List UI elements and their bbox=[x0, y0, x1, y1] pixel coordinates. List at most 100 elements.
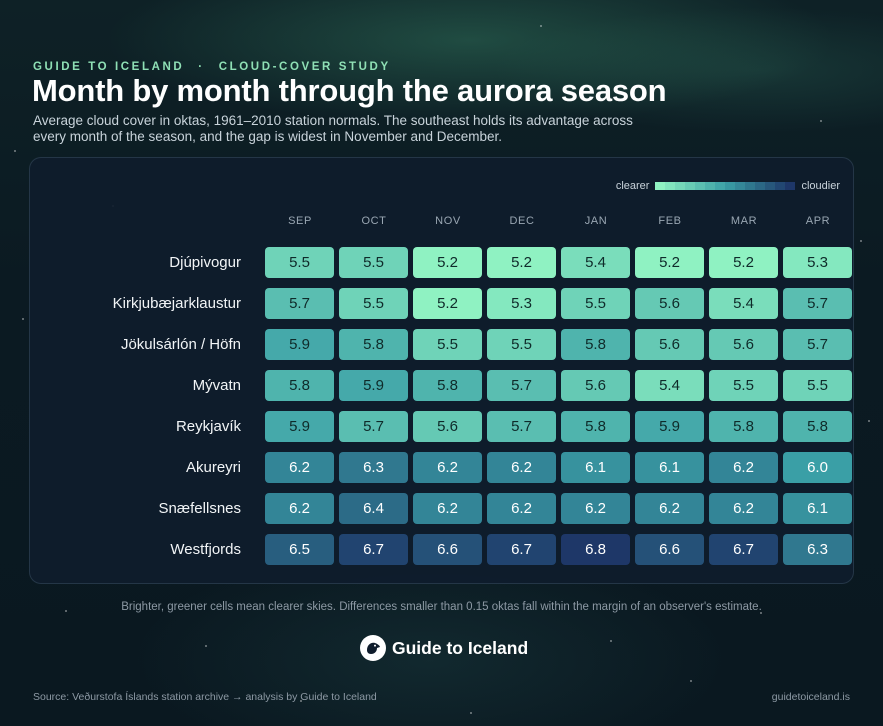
heatmap-cell: 6.2 bbox=[487, 493, 556, 524]
heatmap-cell: 5.9 bbox=[339, 370, 408, 401]
heatmap-cell: 6.6 bbox=[413, 534, 482, 565]
heatmap-cell: 5.4 bbox=[635, 370, 704, 401]
puffin-logo-icon bbox=[360, 635, 386, 661]
heatmap-cell: 5.4 bbox=[561, 247, 630, 278]
legend-swatch bbox=[705, 182, 716, 190]
column-header-nov: NOV bbox=[435, 215, 461, 227]
legend-low-label: clearer bbox=[615, 180, 650, 192]
heatmap-cell: 6.2 bbox=[265, 452, 334, 483]
heatmap-cell: 5.5 bbox=[561, 288, 630, 319]
legend-swatch bbox=[745, 182, 756, 190]
row-label: Jökulsárlón / Höfn bbox=[120, 336, 241, 353]
heatmap-cell: 5.8 bbox=[339, 329, 408, 360]
legend-high-label: cloudier bbox=[801, 180, 840, 192]
section-eyebrow: CLOUD-COVER STUDY bbox=[218, 61, 391, 73]
column-header-apr: APR bbox=[805, 215, 831, 227]
heatmap-cell: 5.9 bbox=[635, 411, 704, 442]
heatmap-panel: clearer cloudier SEP OCT NOV DEC JAN FEB MAR AP… bbox=[29, 157, 854, 584]
column-header-oct: OCT bbox=[361, 215, 387, 227]
heatmap-cell: 5.8 bbox=[561, 411, 630, 442]
heatmap-cell: 6.3 bbox=[339, 452, 408, 483]
heatmap-cell: 5.8 bbox=[413, 370, 482, 401]
column-header-mar: MAR bbox=[730, 215, 758, 227]
color-legend: clearer cloudier bbox=[610, 180, 846, 192]
heatmap-cell: 6.2 bbox=[709, 452, 778, 483]
heatmap-cell: 5.7 bbox=[339, 411, 408, 442]
legend-swatch bbox=[765, 182, 776, 190]
row-label: Reykjavík bbox=[175, 418, 241, 435]
heatmap-cell: 6.8 bbox=[561, 534, 630, 565]
heatmap-cell: 6.7 bbox=[487, 534, 556, 565]
heatmap-cell: 5.5 bbox=[487, 329, 556, 360]
heatmap-cell: 5.5 bbox=[265, 247, 334, 278]
brand-name: Guide to Iceland bbox=[392, 637, 529, 658]
legend-swatch bbox=[775, 182, 786, 190]
row-label: Djúpivogur bbox=[169, 254, 241, 271]
legend-swatch bbox=[655, 182, 666, 190]
heatmap-cell: 6.2 bbox=[561, 493, 630, 524]
brand-lockup: Guide to Iceland bbox=[360, 635, 528, 661]
heatmap-cell: 6.0 bbox=[783, 452, 852, 483]
heatmap-cell: 6.2 bbox=[635, 493, 704, 524]
heatmap-cell: 5.6 bbox=[635, 329, 704, 360]
row-label: Akureyri bbox=[185, 459, 241, 476]
legend-swatch bbox=[785, 182, 796, 190]
legend-swatch bbox=[665, 182, 676, 190]
heatmap-cell: 5.7 bbox=[783, 329, 852, 360]
legend-swatch bbox=[675, 182, 686, 190]
column-header-jan: JAN bbox=[584, 215, 608, 227]
heatmap-cell: 5.8 bbox=[783, 411, 852, 442]
heatmap-cell: 5.8 bbox=[709, 411, 778, 442]
heatmap-cell: 5.2 bbox=[487, 247, 556, 278]
row-label: Westfjords bbox=[170, 541, 241, 558]
source-note: Source: Veðurstofa Íslands station archi… bbox=[33, 691, 377, 703]
page-subtitle: Average cloud cover in oktas, 1961–2010 … bbox=[33, 113, 633, 144]
legend-swatch bbox=[755, 182, 766, 190]
column-header-feb: FEB bbox=[658, 215, 682, 227]
eyebrow: GUIDE TO ICELAND · CLOUD-COVER STUDY bbox=[33, 61, 391, 73]
row-label: Kirkjubæjarklaustur bbox=[112, 295, 241, 312]
heatmap-cell: 5.6 bbox=[561, 370, 630, 401]
heatmap-cell: 6.5 bbox=[265, 534, 334, 565]
legend-gradient bbox=[655, 182, 796, 190]
footnote: Brighter, greener cells mean clearer ski… bbox=[121, 601, 762, 613]
heatmap-cell: 6.1 bbox=[635, 452, 704, 483]
column-header-sep: SEP bbox=[288, 215, 312, 227]
heatmap-cell: 6.7 bbox=[339, 534, 408, 565]
heatmap-cell: 5.2 bbox=[413, 288, 482, 319]
heatmap-cell: 5.7 bbox=[487, 370, 556, 401]
heatmap-cell: 5.5 bbox=[709, 370, 778, 401]
heatmap-cell: 6.2 bbox=[709, 493, 778, 524]
heatmap-cell: 6.2 bbox=[265, 493, 334, 524]
heatmap-cell: 5.7 bbox=[487, 411, 556, 442]
heatmap-cell: 5.2 bbox=[413, 247, 482, 278]
heatmap-cell: 6.6 bbox=[635, 534, 704, 565]
legend-swatch bbox=[735, 182, 746, 190]
heatmap-cell: 6.3 bbox=[783, 534, 852, 565]
heatmap-cell: 5.5 bbox=[339, 288, 408, 319]
heatmap-cell: 5.8 bbox=[265, 370, 334, 401]
heatmap-cell: 6.2 bbox=[413, 452, 482, 483]
heatmap-cell: 5.7 bbox=[783, 288, 852, 319]
heatmap-cell: 5.2 bbox=[635, 247, 704, 278]
heatmap-cell: 5.6 bbox=[413, 411, 482, 442]
heatmap-cell: 6.4 bbox=[339, 493, 408, 524]
heatmap-cell: 5.8 bbox=[561, 329, 630, 360]
column-header-dec: DEC bbox=[509, 215, 535, 227]
row-label: Mývatn bbox=[192, 377, 241, 394]
heatmap-cell: 5.4 bbox=[709, 288, 778, 319]
legend-swatch bbox=[685, 182, 696, 190]
heatmap-cell: 5.5 bbox=[339, 247, 408, 278]
heatmap-cell: 6.2 bbox=[487, 452, 556, 483]
heatmap-cell: 6.1 bbox=[561, 452, 630, 483]
legend-swatch bbox=[695, 182, 706, 190]
heatmap-cell: 5.5 bbox=[783, 370, 852, 401]
heatmap-cell: 5.9 bbox=[265, 411, 334, 442]
heatmap-cell: 5.5 bbox=[413, 329, 482, 360]
site-url[interactable]: guidetoiceland.is bbox=[771, 691, 850, 703]
heatmap-cell: 6.7 bbox=[709, 534, 778, 565]
brand-eyebrow: GUIDE TO ICELAND bbox=[33, 61, 185, 73]
heatmap-cell: 5.3 bbox=[783, 247, 852, 278]
heatmap-cell: 6.1 bbox=[783, 493, 852, 524]
heatmap-cell: 5.9 bbox=[265, 329, 334, 360]
